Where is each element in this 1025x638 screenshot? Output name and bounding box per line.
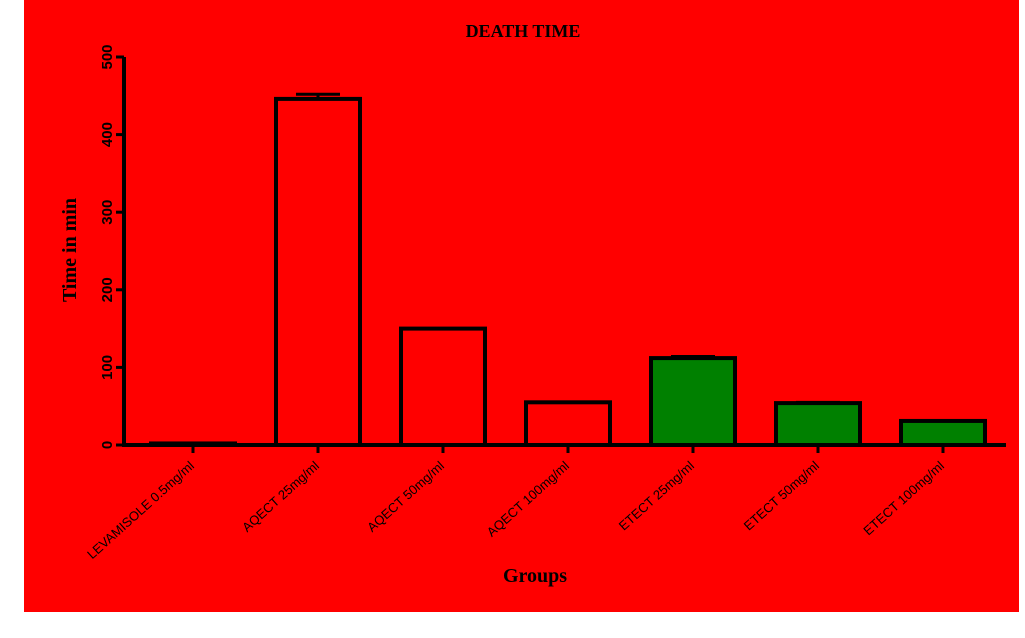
y-tick-label: 200 xyxy=(99,277,116,302)
bar xyxy=(899,418,987,447)
x-axis-label: Groups xyxy=(503,565,567,587)
chart-title: DEATH TIME xyxy=(466,21,581,41)
bar xyxy=(524,400,612,448)
y-axis-label: Time in min xyxy=(59,198,81,302)
bar xyxy=(149,441,237,447)
y-tick-label: 500 xyxy=(99,44,116,69)
chart-background xyxy=(24,0,1019,612)
y-tick-label: 300 xyxy=(99,200,116,225)
y-tick-label: 0 xyxy=(99,441,116,449)
bar xyxy=(399,326,487,448)
bar xyxy=(649,356,737,448)
bar xyxy=(274,96,362,448)
bar xyxy=(774,401,862,448)
y-tick-label: 400 xyxy=(99,122,116,147)
y-tick-label: 100 xyxy=(99,355,116,380)
